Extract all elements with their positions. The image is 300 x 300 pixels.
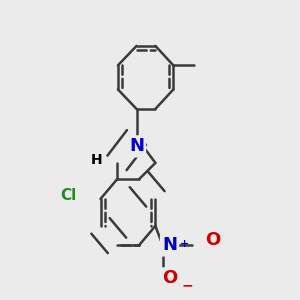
Text: −: − xyxy=(182,279,193,292)
Text: Cl: Cl xyxy=(60,188,76,202)
Text: O: O xyxy=(162,269,177,287)
Text: H: H xyxy=(90,154,102,167)
Text: +: + xyxy=(180,239,189,249)
Text: N: N xyxy=(162,236,177,254)
Text: O: O xyxy=(206,231,221,249)
Text: N: N xyxy=(129,137,144,155)
